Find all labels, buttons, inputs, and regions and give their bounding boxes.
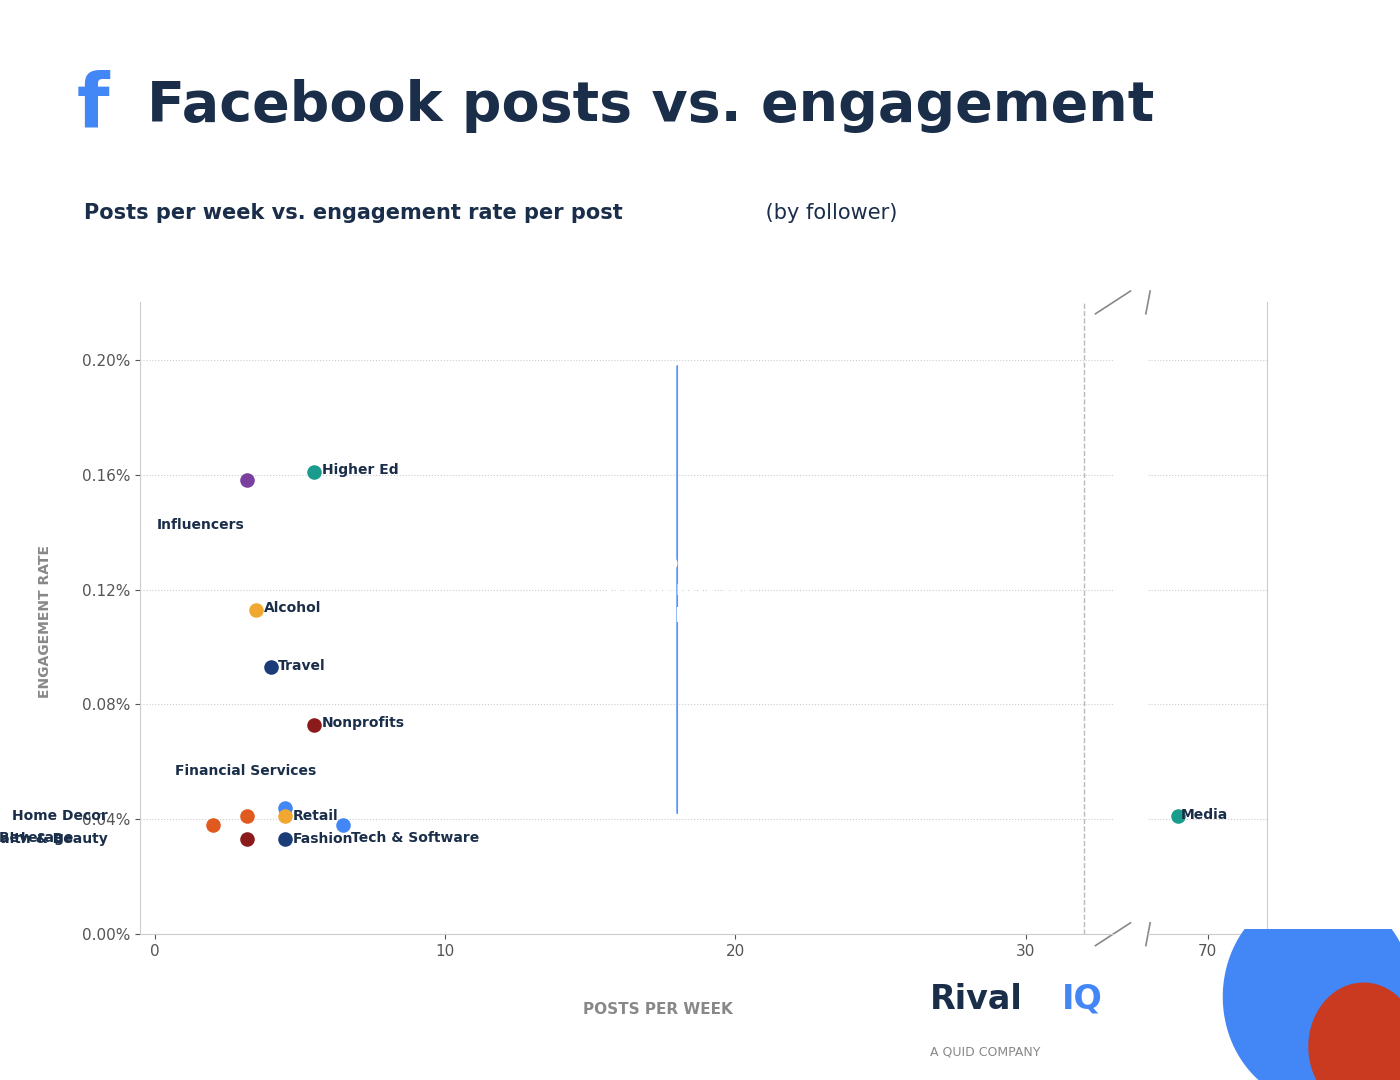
Point xyxy=(274,799,297,816)
Text: Nonprofits: Nonprofits xyxy=(322,716,405,730)
Text: Rival: Rival xyxy=(930,983,1022,1015)
Point xyxy=(245,602,267,619)
Text: Food & Beverage: Food & Beverage xyxy=(0,831,73,845)
Polygon shape xyxy=(1309,983,1400,1080)
Text: (by follower): (by follower) xyxy=(759,203,897,224)
Point xyxy=(332,816,354,834)
Text: Home Decor: Home Decor xyxy=(13,809,108,823)
Text: A QUID COMPANY: A QUID COMPANY xyxy=(930,1045,1040,1058)
Text: IQ: IQ xyxy=(1061,983,1103,1015)
Text: Retail: Retail xyxy=(293,809,339,823)
Polygon shape xyxy=(1224,891,1400,1080)
Point xyxy=(237,808,259,825)
Point xyxy=(302,716,325,733)
Point xyxy=(274,808,297,825)
Text: ENGAGEMENT RATE: ENGAGEMENT RATE xyxy=(38,544,52,698)
Text: Alcohol: Alcohol xyxy=(263,602,321,616)
Text: f: f xyxy=(77,70,109,143)
Point xyxy=(259,659,281,676)
Point xyxy=(237,831,259,848)
Point xyxy=(202,816,224,834)
Text: Tech & Software: Tech & Software xyxy=(350,831,479,845)
Text: Travel: Travel xyxy=(279,659,326,673)
Text: Financial Services: Financial Services xyxy=(175,764,316,778)
Point xyxy=(1166,808,1189,825)
Point xyxy=(237,472,259,489)
Text: Media: Media xyxy=(1180,808,1228,822)
Text: Higher Ed: Higher Ed xyxy=(322,463,398,477)
Point xyxy=(274,831,297,848)
Text: Brands post most
frequently on
Facebook: Brands post most frequently on Facebook xyxy=(584,554,770,625)
Text: Health & Beauty: Health & Beauty xyxy=(0,833,108,847)
Text: Fashion: Fashion xyxy=(293,833,353,847)
Text: Influencers: Influencers xyxy=(157,518,245,532)
Point xyxy=(302,463,325,481)
Text: Facebook posts vs. engagement: Facebook posts vs. engagement xyxy=(147,80,1154,133)
Text: POSTS PER WEEK: POSTS PER WEEK xyxy=(584,1002,732,1017)
Text: Posts per week vs. engagement rate per post: Posts per week vs. engagement rate per p… xyxy=(84,203,623,224)
